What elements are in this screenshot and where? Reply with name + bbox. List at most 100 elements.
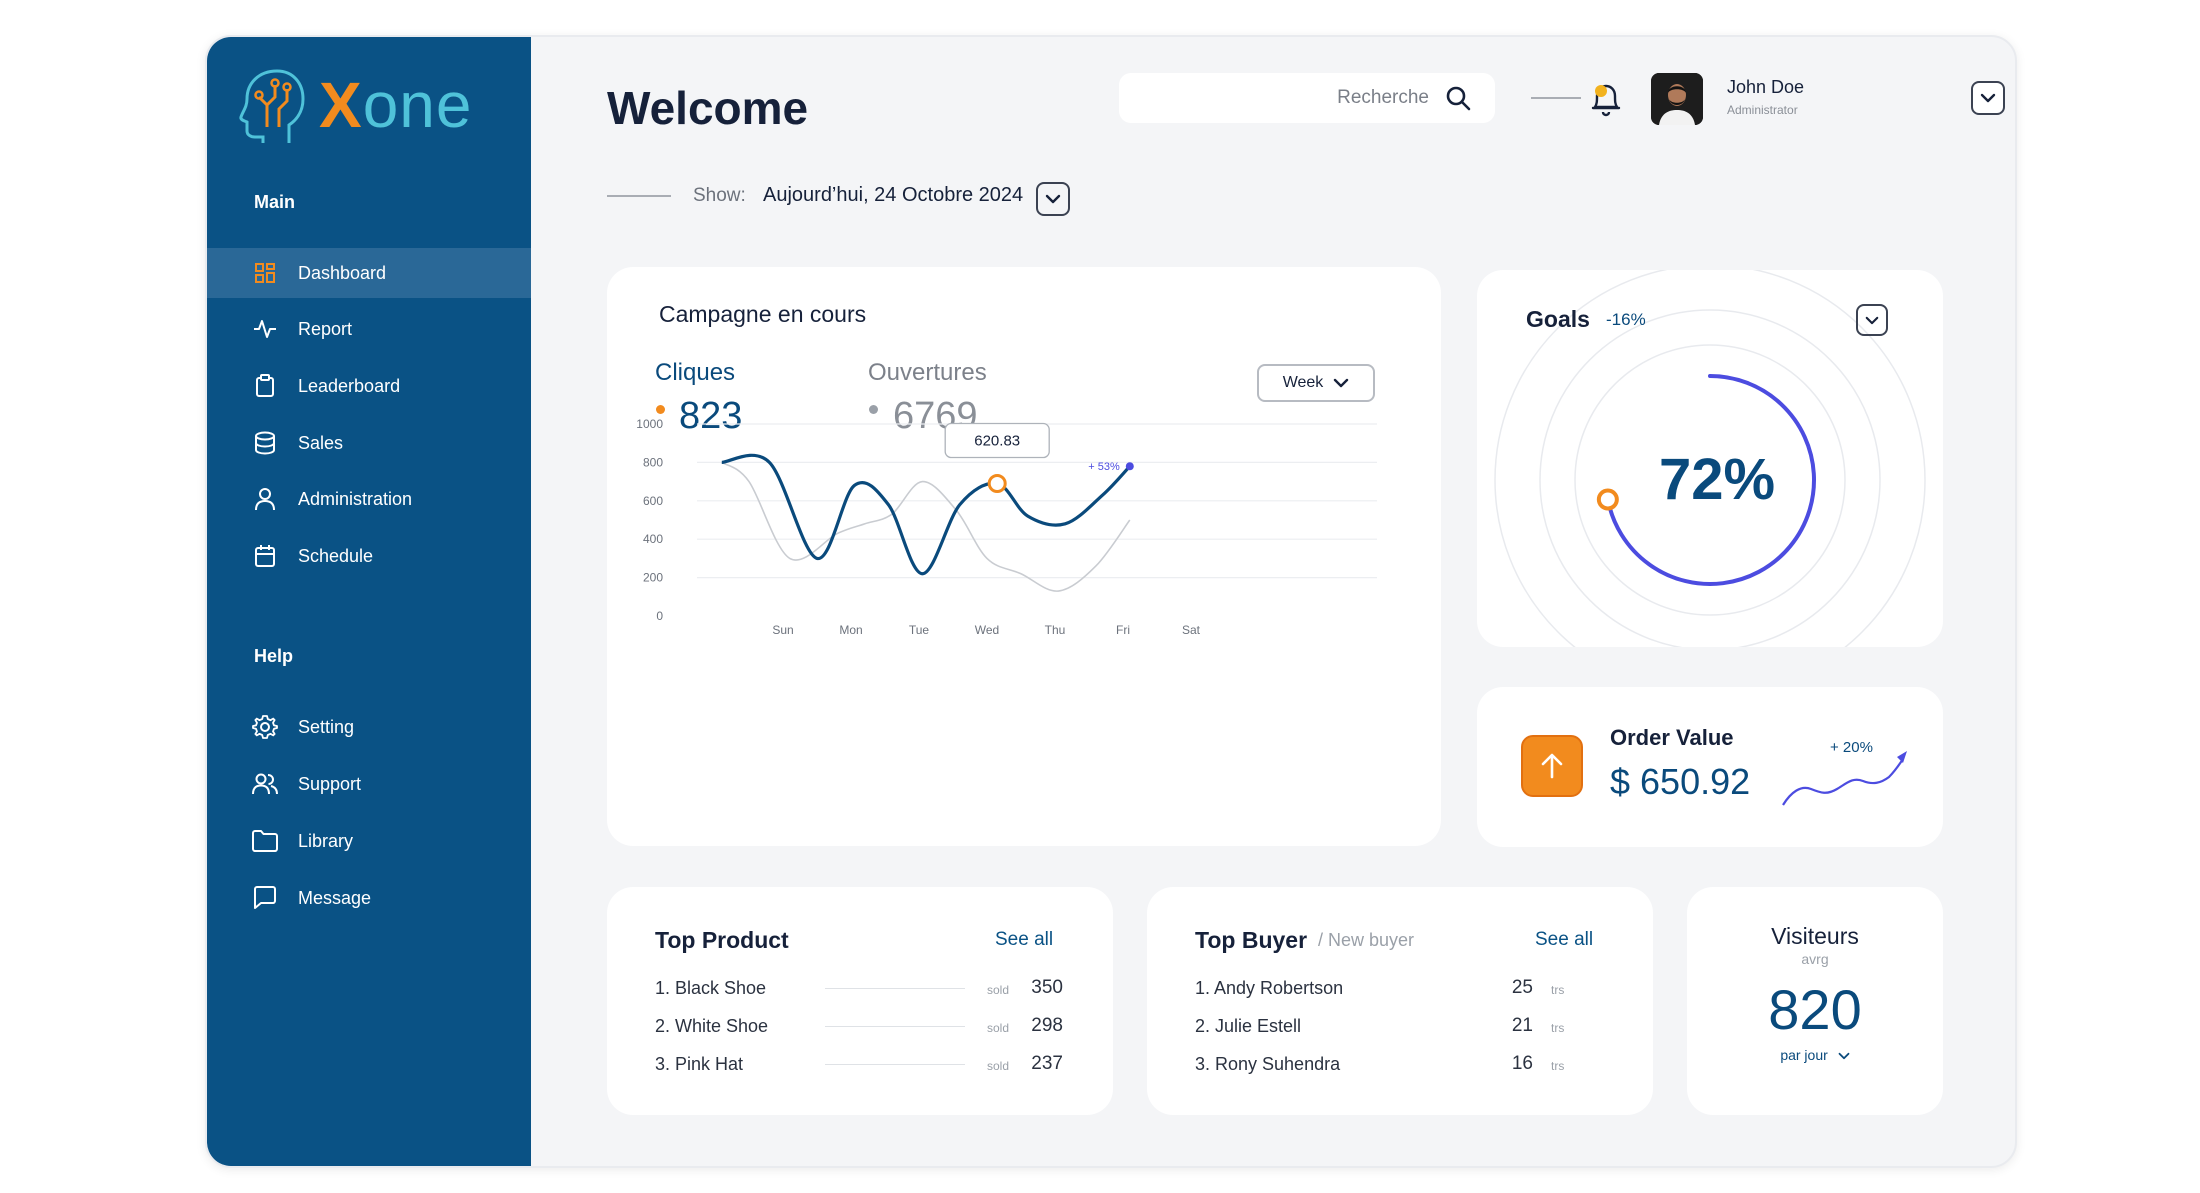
- sidebar-item-label: Administration: [298, 488, 413, 509]
- buyer-unit: trs: [1551, 1021, 1565, 1035]
- logo-x: X: [319, 69, 363, 141]
- message-icon: [252, 885, 278, 911]
- logo-rest: one: [362, 69, 473, 141]
- product-unit: sold: [987, 983, 1010, 997]
- sidebar-item-sales[interactable]: Sales: [207, 418, 531, 468]
- buyer-unit: trs: [1551, 983, 1565, 997]
- campaign-title: Campagne en cours: [659, 301, 867, 327]
- top-product-title: Top Product: [655, 927, 789, 953]
- goals-percent: 72%: [1658, 447, 1776, 512]
- x-tick-label: Mon: [839, 623, 862, 637]
- date-filter-dropdown[interactable]: [1036, 182, 1070, 216]
- x-tick-label: Sun: [772, 623, 793, 637]
- product-unit: sold: [987, 1059, 1010, 1073]
- campaign-line-chart: 0 200 400 600 800 1000 Sun Mon Tue Wed Thu Fri Sat + …: [636, 417, 1377, 637]
- visitors-card: Visiteurs avrg 820 par jour: [1687, 887, 1943, 1115]
- sidebar-item-label: Schedule: [298, 545, 374, 566]
- gear-icon: [252, 714, 278, 740]
- top-buyer-card: Top Buyer / New buyer See all 1. Andy Ro…: [1147, 887, 1653, 1115]
- sidebar-item-administration[interactable]: Administration: [207, 474, 531, 524]
- y-tick-label: 1000: [636, 417, 663, 431]
- grid-icon: [252, 260, 278, 286]
- visitors-value: 820: [1768, 978, 1862, 1041]
- order-trend-sparkline: [1782, 751, 1907, 806]
- series-end-point: [1125, 462, 1134, 471]
- goals-dropdown[interactable]: [1856, 304, 1888, 336]
- goals-background-rings: [1494, 270, 1926, 647]
- avatar[interactable]: [1651, 73, 1703, 125]
- show-label: Show:: [693, 185, 746, 206]
- users-icon: [252, 771, 278, 797]
- show-divider: [607, 195, 671, 197]
- visitors-period: par jour: [1780, 1047, 1828, 1063]
- sidebar-item-dashboard[interactable]: Dashboard: [207, 248, 531, 298]
- buyer-name: 1. Andy Robertson: [1195, 978, 1344, 998]
- date-filter-value: Aujourd’hui, 24 Octobre 2024: [763, 184, 1024, 206]
- x-tick-label: Wed: [975, 623, 999, 637]
- product-name: 3. Pink Hat: [655, 1054, 744, 1074]
- buyer-name: 3. Rony Suhendra: [1195, 1054, 1341, 1074]
- row-divider: [825, 1026, 965, 1027]
- tooltip-value: 620.83: [974, 433, 1020, 450]
- top-buyer-title: Top Buyer: [1195, 927, 1308, 953]
- sidebar-item-label: Message: [298, 887, 372, 908]
- x-tick-label: Tue: [909, 623, 930, 637]
- product-unit: sold: [987, 1021, 1010, 1035]
- sidebar: Xone Main Dashboard Report Leaderboard: [207, 37, 531, 1166]
- app-window: Xone Main Dashboard Report Leaderboard: [205, 35, 2017, 1168]
- chevron-down-icon: [1838, 1052, 1850, 1060]
- row-divider: [825, 1064, 965, 1065]
- search-input[interactable]: [1167, 86, 1431, 110]
- series-line-cliques: [721, 453, 1131, 576]
- buyer-trs-value: 21: [1511, 1015, 1533, 1036]
- header-divider: [1531, 97, 1581, 99]
- clicks-value: 823: [679, 395, 743, 437]
- top-buyer-see-all-link[interactable]: See all: [1535, 929, 1594, 950]
- sidebar-item-message[interactable]: Message: [207, 873, 531, 923]
- top-buyer-subtitle[interactable]: / New buyer: [1318, 930, 1415, 950]
- range-dropdown[interactable]: Week: [1257, 364, 1375, 402]
- sidebar-item-label: Support: [298, 773, 362, 794]
- sidebar-item-schedule[interactable]: Schedule: [207, 531, 531, 581]
- brand-logo[interactable]: Xone: [237, 65, 472, 145]
- buyer-trs-value: 16: [1511, 1053, 1533, 1074]
- opens-dot: [869, 405, 878, 414]
- search-box[interactable]: [1119, 73, 1495, 123]
- x-tick-label: Sat: [1182, 623, 1201, 637]
- visitors-period-dropdown[interactable]: par jour: [1687, 1047, 1943, 1063]
- y-tick-label: 600: [643, 494, 663, 508]
- ai-head-icon: [239, 69, 305, 143]
- top-product-see-all-link[interactable]: See all: [995, 929, 1054, 950]
- tooltip-box: [944, 422, 1050, 459]
- sidebar-item-report[interactable]: Report: [207, 304, 531, 354]
- buyer-unit: trs: [1551, 1059, 1565, 1073]
- order-title: Order Value: [1610, 725, 1734, 750]
- top-product-card: Top Product See all 1. Black Shoe sold 3…: [607, 887, 1113, 1115]
- y-tick-label: 0: [656, 609, 663, 623]
- product-sold-value: 298: [1031, 1015, 1063, 1036]
- buyer-trs-value: 25: [1511, 977, 1533, 998]
- sidebar-item-support[interactable]: Support: [207, 759, 531, 809]
- activity-icon: [252, 316, 278, 342]
- section-main-title: Main: [254, 192, 296, 212]
- sidebar-item-setting[interactable]: Setting: [207, 702, 531, 752]
- user-name: John Doe: [1727, 77, 1805, 97]
- sidebar-item-library[interactable]: Library: [207, 816, 531, 866]
- goals-delta: -16%: [1606, 310, 1646, 329]
- trend-label: + 53%: [1088, 461, 1120, 473]
- row-divider: [825, 988, 965, 989]
- clipboard-icon: [252, 373, 278, 399]
- opens-label: Ouvertures: [868, 359, 987, 386]
- range-label: Week: [1282, 374, 1324, 391]
- goals-arc-knob: [1596, 488, 1619, 511]
- user-menu-dropdown[interactable]: [1971, 81, 2005, 115]
- order-value-card: Order Value $ 650.92 + 20%: [1477, 687, 1943, 847]
- visitors-title: Visiteurs: [1771, 923, 1859, 949]
- clicks-dot: [656, 405, 665, 414]
- buyer-name: 2. Julie Estell: [1195, 1016, 1302, 1036]
- bell-icon[interactable]: [1588, 79, 1624, 119]
- search-icon[interactable]: [1445, 85, 1471, 111]
- sidebar-item-leaderboard[interactable]: Leaderboard: [207, 361, 531, 411]
- chevron-down-icon: [1980, 93, 1996, 103]
- x-tick-label: Thu: [1045, 623, 1066, 637]
